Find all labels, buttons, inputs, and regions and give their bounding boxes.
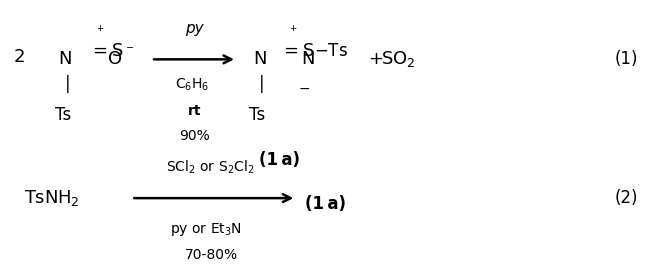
Text: $^-$: $^-$ xyxy=(124,44,134,58)
Text: |: | xyxy=(65,75,70,93)
Text: $^+$: $^+$ xyxy=(95,24,105,38)
Text: N: N xyxy=(253,50,267,68)
Text: SO$_2$: SO$_2$ xyxy=(381,49,416,69)
Text: (1): (1) xyxy=(614,50,638,68)
Text: $^+$: $^+$ xyxy=(288,24,298,38)
Text: +: + xyxy=(368,50,383,68)
Text: 90%: 90% xyxy=(180,129,210,143)
Text: N: N xyxy=(301,50,315,68)
Text: SCl$_2$ or S$_2$Cl$_2$: SCl$_2$ or S$_2$Cl$_2$ xyxy=(166,158,255,176)
Text: (1 a): (1 a) xyxy=(305,194,346,213)
Text: Ts: Ts xyxy=(55,106,72,123)
Text: $-$Ts: $-$Ts xyxy=(314,42,348,60)
Text: N: N xyxy=(59,50,72,68)
Text: C$_6$H$_6$: C$_6$H$_6$ xyxy=(175,77,209,93)
Text: $-$: $-$ xyxy=(298,81,310,95)
Text: TsNH$_2$: TsNH$_2$ xyxy=(25,188,80,208)
Text: O: O xyxy=(108,50,122,68)
Text: $\mathdefault{=}$S: $\mathdefault{=}$S xyxy=(280,42,315,60)
Text: rt: rt xyxy=(188,104,201,117)
Text: py: py xyxy=(185,21,203,36)
Text: |: | xyxy=(259,75,265,93)
Text: py or Et$_3$N: py or Et$_3$N xyxy=(170,221,242,238)
Text: (1 a): (1 a) xyxy=(259,152,300,169)
Text: (2): (2) xyxy=(614,189,638,207)
Text: Ts: Ts xyxy=(249,106,265,123)
Text: 70-80%: 70-80% xyxy=(185,248,237,262)
Text: 2: 2 xyxy=(13,48,25,66)
Text: $\mathdefault{=}$S: $\mathdefault{=}$S xyxy=(88,42,123,60)
